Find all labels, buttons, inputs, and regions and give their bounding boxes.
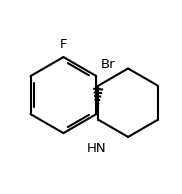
Text: HN: HN	[87, 142, 106, 155]
Text: F: F	[60, 38, 67, 51]
Text: Br: Br	[101, 58, 116, 71]
